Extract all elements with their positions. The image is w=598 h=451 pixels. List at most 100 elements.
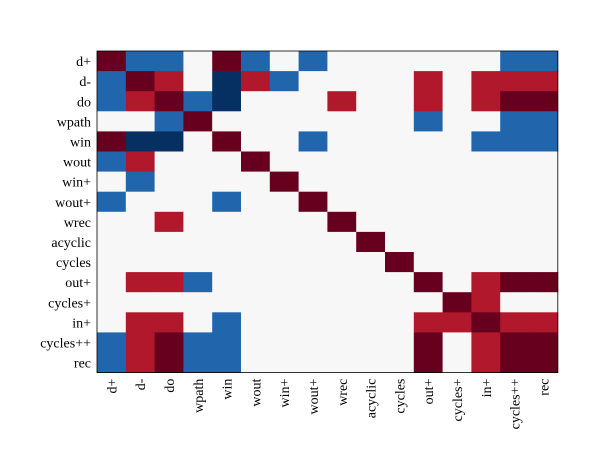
heatmap-cell-cycles+-win [212,292,242,313]
heatmap-cell-cycles+-cycles [385,292,415,313]
heatmap-cell-win+-acyclic [356,171,386,193]
heatmap-cell-wrec-wrec [327,211,357,233]
heatmap-cell-wrec-cycles [385,211,415,233]
x-tick-labels: d+ d-do wpath win wout win+ wout+ wrec acyclic cy… [105,378,552,429]
heatmap-cell-wpath-wrec [327,111,357,132]
heatmap-cell-do-win+ [269,91,299,112]
heatmap-cell-acyclic-out+ [413,231,443,253]
heatmap-cell-d+-wrec [327,51,357,72]
heatmap-cell-cycles+-out+ [413,292,443,313]
heatmap-cell-in+-cycles++ [500,312,530,333]
heatmap-cell-wout+-do [154,191,184,213]
y-tick-label: do [77,95,91,110]
heatmap-cell-acyclic-in+ [471,231,501,253]
heatmap-cell-do-wout+ [298,91,328,112]
heatmap-cell-cycles-d+ [97,252,127,273]
heatmap-cell-out+-in+ [471,272,501,293]
heatmap-cell-win-wrec [327,131,357,152]
heatmap-cell-wout+-cycles++ [500,191,530,213]
heatmap-cell-wpath-cycles++ [500,111,530,132]
heatmap-cell-cycles+-d+ [97,292,127,313]
heatmap-cell-in+-acyclic [356,312,386,333]
heatmap-cell-in+-d- [125,312,155,333]
heatmap-cell-do-wpath [183,91,213,112]
heatmap-cell-win+-d- [125,171,155,193]
heatmap-cell-acyclic-do [154,231,184,253]
heatmap-cell-in+-wout+ [298,312,328,333]
heatmap-cell-cycles+-wpath [183,292,213,313]
heatmap-cell-wrec-win [212,211,242,233]
heatmap-cell-win-cycles [385,131,415,152]
heatmap-cell-cycles++-cycles++ [500,332,530,353]
y-tick-label: cycles [56,256,91,271]
heatmap-cell-d--wpath [183,71,213,92]
heatmap-cell-cycles++-do [154,332,184,353]
heatmap-cell-d+-wout+ [298,51,328,72]
heatmap-cell-out+-out+ [413,272,443,293]
heatmap-cell-out+-wpath [183,272,213,293]
heatmap-cell-wout+-d+ [97,191,127,213]
heatmap-cell-cycles+-wout [241,292,271,313]
x-tick-label: cycles++ [509,379,524,430]
heatmap-cell-d+-win [212,51,242,72]
heatmap-cell-in+-wpath [183,312,213,333]
heatmap-cell-cycles++-d+ [97,332,127,353]
heatmap-cell-d+-do [154,51,184,72]
heatmap-cell-wrec-wout [241,211,271,233]
heatmap-cell-d--win+ [269,71,299,92]
heatmap-cells [97,51,559,373]
heatmap-cell-out+-cycles [385,272,415,293]
heatmap-cell-win+-wrec [327,171,357,193]
y-tick-labels: d+ d-do wpath win wout win+ wout+ wrec acyclic cy… [40,55,91,372]
heatmap-cell-d+-d- [125,51,155,72]
y-tick-label: cycles++ [40,336,91,351]
heatmap-cell-cycles-wpath [183,252,213,273]
heatmap-cell-wrec-wpath [183,211,213,233]
heatmap-cell-wout+-rec [529,191,559,213]
heatmap-cell-wout-wout [241,151,271,172]
heatmap-cell-cycles-cycles [385,252,415,273]
heatmap-cell-cycles+-acyclic [356,292,386,313]
heatmap-cell-acyclic-wout+ [298,231,328,253]
heatmap-cell-d--cycles [385,71,415,92]
heatmap-cell-cycles+-wout+ [298,292,328,313]
heatmap-cell-out+-acyclic [356,272,386,293]
heatmap-cell-do-acyclic [356,91,386,112]
heatmap-cell-d+-rec [529,51,559,72]
heatmap-cell-win-d- [125,131,155,152]
heatmap-cell-acyclic-d+ [97,231,127,253]
heatmap-cell-out+-win [212,272,242,293]
heatmap-cell-cycles-cycles++ [500,252,530,273]
heatmap-cell-cycles+-d- [125,292,155,313]
heatmap-cell-in+-cycles+ [442,312,472,333]
heatmap-cell-wout-do [154,151,184,172]
x-tick-label: rec [537,379,552,396]
heatmap-cell-wout+-in+ [471,191,501,213]
heatmap-cell-rec-d+ [97,352,127,373]
heatmap-cell-cycles-win [212,252,242,273]
heatmap-cell-d--d- [125,71,155,92]
heatmap-cell-wout+-out+ [413,191,443,213]
heatmap-cell-d+-in+ [471,51,501,72]
heatmap-cell-in+-out+ [413,312,443,333]
x-tick-label: wpath [192,379,207,413]
heatmap-cell-rec-wrec [327,352,357,373]
y-tick-label: rec [74,357,91,372]
heatmap-cell-d--wrec [327,71,357,92]
heatmap-cell-rec-in+ [471,352,501,373]
heatmap-cell-d+-cycles+ [442,51,472,72]
heatmap-cell-wrec-d- [125,211,155,233]
x-tick-label: do [163,379,178,393]
heatmap-cell-d+-win+ [269,51,299,72]
heatmap-cell-win+-in+ [471,171,501,193]
heatmap-cell-out+-rec [529,272,559,293]
heatmap-cell-wrec-in+ [471,211,501,233]
heatmap-cell-cycles++-acyclic [356,332,386,353]
y-tick-label: win+ [62,176,91,191]
heatmap-cell-acyclic-win [212,231,242,253]
x-tick-label: cycles+ [451,378,466,421]
heatmap-cell-cycles+-win+ [269,292,299,313]
heatmap-cell-wout+-wrec [327,191,357,213]
heatmap-cell-d+-cycles++ [500,51,530,72]
